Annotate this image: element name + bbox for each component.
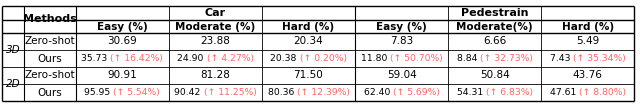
Text: 5.49: 5.49 [576,36,600,47]
Text: Easy (%): Easy (%) [376,22,427,31]
Text: 54.31: 54.31 [457,88,486,97]
Text: 3D: 3D [6,45,20,55]
Text: 8.84: 8.84 [457,54,480,63]
Text: 71.50: 71.50 [294,70,323,80]
Text: 95.95: 95.95 [84,88,113,97]
Text: (↑ 5.54%): (↑ 5.54%) [113,88,160,97]
Text: Moderate(%): Moderate(%) [456,22,533,31]
Text: Zero-shot: Zero-shot [24,70,75,80]
Text: 2D: 2D [6,79,20,89]
Text: (↑ 12.39%): (↑ 12.39%) [297,88,349,97]
Text: Ours: Ours [37,87,62,98]
Text: 80.36: 80.36 [268,88,297,97]
Text: 11.80: 11.80 [361,54,390,63]
Text: Easy (%): Easy (%) [97,22,148,31]
Text: (↑ 4.27%): (↑ 4.27%) [207,54,253,63]
Text: 7.43: 7.43 [550,54,573,63]
Text: (↑ 0.20%): (↑ 0.20%) [300,54,347,63]
Text: 43.76: 43.76 [573,70,603,80]
Text: (↑ 11.25%): (↑ 11.25%) [204,88,257,97]
Text: 81.28: 81.28 [200,70,230,80]
Text: (↑ 6.83%): (↑ 6.83%) [486,88,533,97]
Text: (↑ 5.69%): (↑ 5.69%) [393,88,440,97]
Text: (↑ 8.80%): (↑ 8.80%) [579,88,626,97]
Text: 7.83: 7.83 [390,36,413,47]
Text: (↑ 32.73%): (↑ 32.73%) [480,54,533,63]
Text: Moderate (%): Moderate (%) [175,22,255,31]
Text: 24.90: 24.90 [177,54,207,63]
Text: 20.34: 20.34 [294,36,323,47]
Text: 6.66: 6.66 [483,36,506,47]
Text: 62.40: 62.40 [364,88,393,97]
Text: 90.42: 90.42 [175,88,204,97]
Text: 20.38: 20.38 [271,54,300,63]
Text: 35.73: 35.73 [81,54,111,63]
Text: Hard (%): Hard (%) [562,22,614,31]
Text: Ours: Ours [37,54,62,63]
Text: Methods: Methods [23,15,77,24]
Text: 90.91: 90.91 [108,70,137,80]
Text: 47.61: 47.61 [550,88,579,97]
Text: Zero-shot: Zero-shot [24,36,75,47]
Text: (↑ 35.34%): (↑ 35.34%) [573,54,626,63]
Text: 59.04: 59.04 [387,70,417,80]
Text: Car: Car [205,8,226,18]
Text: 23.88: 23.88 [200,36,230,47]
Text: 50.84: 50.84 [480,70,509,80]
Text: 30.69: 30.69 [108,36,137,47]
Text: (↑ 50.70%): (↑ 50.70%) [390,54,443,63]
Text: (↑ 16.42%): (↑ 16.42%) [111,54,163,63]
Text: Pedestrain: Pedestrain [461,8,529,18]
Text: Hard (%): Hard (%) [282,22,335,31]
